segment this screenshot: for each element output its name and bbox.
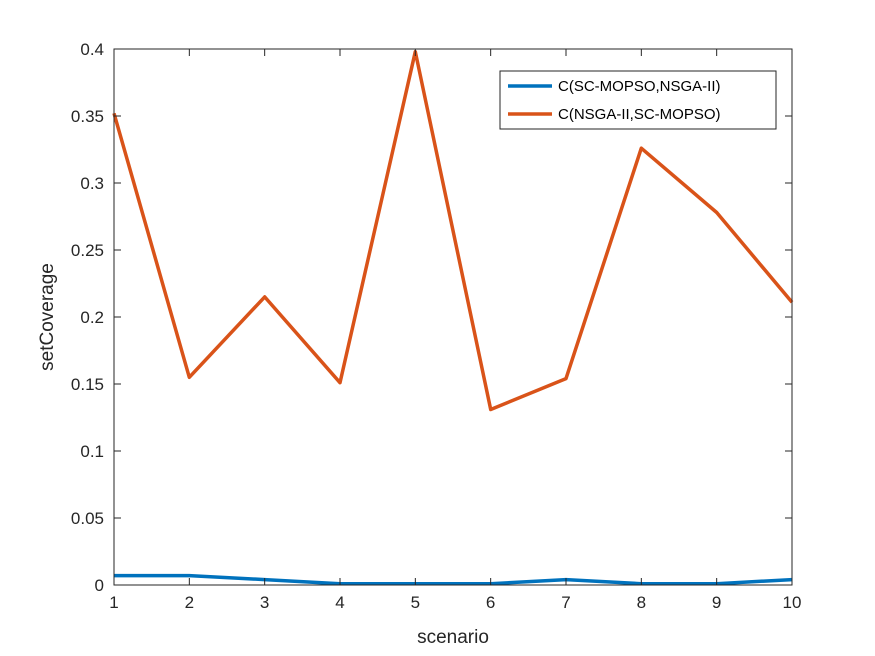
series-layer bbox=[112, 49, 794, 586]
x-tick-label: 5 bbox=[411, 593, 420, 612]
ticks-layer: 1 2 3 4 5 6 7 8 9 10 0 0.05 0.1 0.15 0.2 0.25 0.3 0.35 0.4 bbox=[71, 40, 802, 612]
y-tick-label: 0.25 bbox=[71, 241, 104, 260]
x-tick-label: 6 bbox=[486, 593, 495, 612]
x-tick-label: 9 bbox=[712, 593, 721, 612]
x-tick-label: 8 bbox=[637, 593, 646, 612]
y-tick-label: 0.4 bbox=[80, 40, 104, 59]
y-axis-label: setCoverage bbox=[37, 263, 58, 371]
y-tick-label: 0.15 bbox=[71, 375, 104, 394]
x-tick-label: 1 bbox=[109, 593, 118, 612]
x-tick-label: 4 bbox=[335, 593, 344, 612]
x-tick-label: 2 bbox=[185, 593, 194, 612]
series-line-1 bbox=[114, 573, 793, 586]
y-tick-label: 0.05 bbox=[71, 509, 104, 528]
x-tick-label: 7 bbox=[561, 593, 570, 612]
plot-area bbox=[114, 49, 792, 585]
y-tick-label: 0.3 bbox=[80, 174, 104, 193]
series-line-2 bbox=[112, 49, 794, 412]
legend-box bbox=[499, 70, 777, 130]
legend[interactable]: C(SC-MOPSO,NSGA-II) C(NSGA-II,SC-MOPSO) bbox=[499, 70, 777, 130]
x-axis-label: scenario bbox=[417, 627, 489, 648]
y-tick-label: 0.2 bbox=[80, 308, 104, 327]
legend-label-2: C(NSGA-II,SC-MOPSO) bbox=[558, 106, 721, 123]
x-tick-label: 10 bbox=[783, 593, 802, 612]
legend-label-1: C(SC-MOPSO,NSGA-II) bbox=[558, 78, 721, 95]
y-tick-label: 0.1 bbox=[80, 442, 104, 461]
y-tick-label: 0 bbox=[95, 576, 104, 595]
y-tick-label: 0.35 bbox=[71, 107, 104, 126]
x-tick-label: 3 bbox=[260, 593, 269, 612]
